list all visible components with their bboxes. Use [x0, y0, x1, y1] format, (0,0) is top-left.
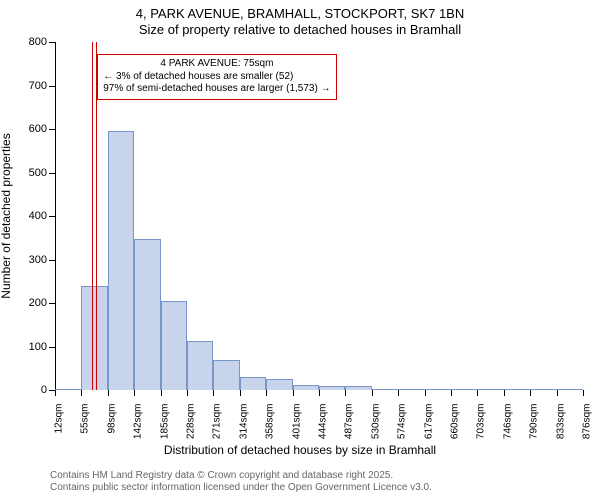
x-tick — [108, 390, 109, 396]
x-tick — [81, 390, 82, 396]
x-tick-label: 746sqm — [502, 404, 513, 440]
x-tick — [557, 390, 558, 396]
y-tick — [49, 260, 55, 261]
x-tick — [451, 390, 452, 396]
histogram-bar — [477, 389, 503, 390]
histogram-bar — [240, 377, 266, 390]
x-tick — [134, 390, 135, 396]
x-tick-label: 530sqm — [370, 404, 381, 440]
x-tick-label: 444sqm — [318, 404, 329, 440]
y-tick-label: 0 — [41, 384, 47, 396]
x-tick-label: 833sqm — [555, 404, 566, 440]
y-axis-line — [55, 42, 56, 390]
histogram-bar — [81, 286, 107, 390]
x-tick-label: 358sqm — [265, 404, 276, 440]
x-axis-title: Distribution of detached houses by size … — [0, 443, 600, 457]
y-tick-label: 800 — [29, 36, 47, 48]
x-tick — [583, 390, 584, 396]
x-tick — [477, 390, 478, 396]
x-tick-label: 876sqm — [582, 404, 593, 440]
histogram-bar — [557, 389, 583, 390]
x-tick — [425, 390, 426, 396]
histogram-bar — [187, 341, 213, 390]
x-tick — [55, 390, 56, 396]
plot-area: 010020030040050060070080012sqm55sqm98sqm… — [55, 42, 583, 390]
x-tick — [345, 390, 346, 396]
x-tick — [187, 390, 188, 396]
y-tick — [49, 86, 55, 87]
x-tick-label: 617sqm — [423, 404, 434, 440]
histogram-bar — [266, 379, 292, 390]
annotation-line: 97% of semi-detached houses are larger (… — [103, 83, 330, 96]
x-tick — [319, 390, 320, 396]
histogram-bar — [504, 389, 530, 390]
y-tick — [49, 216, 55, 217]
x-tick — [398, 390, 399, 396]
histogram-bar — [319, 386, 345, 390]
y-tick — [49, 42, 55, 43]
y-tick-label: 500 — [29, 167, 47, 179]
y-tick-label: 300 — [29, 254, 47, 266]
y-tick — [49, 173, 55, 174]
chart-container: 4, PARK AVENUE, BRAMHALL, STOCKPORT, SK7… — [0, 0, 600, 500]
chart-title-line2: Size of property relative to detached ho… — [0, 22, 600, 37]
x-tick — [293, 390, 294, 396]
histogram-bar — [161, 301, 187, 390]
x-tick — [161, 390, 162, 396]
x-tick-label: 12sqm — [54, 404, 65, 434]
reference-line-1 — [92, 42, 93, 390]
annotation-box: 4 PARK AVENUE: 75sqm← 3% of detached hou… — [97, 54, 336, 100]
x-tick — [266, 390, 267, 396]
histogram-bar — [134, 239, 160, 390]
histogram-bar — [345, 386, 371, 390]
histogram-bar — [293, 385, 319, 390]
histogram-bar — [213, 360, 239, 390]
y-tick — [49, 129, 55, 130]
x-tick-label: 401sqm — [291, 404, 302, 440]
annotation-line: 4 PARK AVENUE: 75sqm — [103, 58, 330, 71]
x-tick — [240, 390, 241, 396]
x-tick — [530, 390, 531, 396]
x-tick-label: 98sqm — [106, 404, 117, 434]
histogram-bar — [530, 389, 556, 390]
attribution-footer: Contains HM Land Registry data © Crown c… — [50, 470, 432, 494]
y-tick-label: 200 — [29, 297, 47, 309]
x-tick-label: 55sqm — [80, 404, 91, 434]
x-tick — [213, 390, 214, 396]
x-tick-label: 487sqm — [344, 404, 355, 440]
x-tick-label: 228sqm — [186, 404, 197, 440]
y-tick-label: 400 — [29, 210, 47, 222]
footer-line2: Contains public sector information licen… — [50, 482, 432, 494]
y-axis-title: Number of detached properties — [0, 133, 13, 298]
histogram-bar — [108, 131, 134, 390]
x-tick-label: 660sqm — [450, 404, 461, 440]
histogram-bar — [55, 389, 81, 390]
y-tick — [49, 347, 55, 348]
x-tick — [372, 390, 373, 396]
x-tick-label: 574sqm — [397, 404, 408, 440]
x-tick — [504, 390, 505, 396]
y-tick-label: 100 — [29, 341, 47, 353]
y-tick-label: 600 — [29, 123, 47, 135]
histogram-bar — [372, 389, 398, 390]
chart-title-line1: 4, PARK AVENUE, BRAMHALL, STOCKPORT, SK7… — [0, 6, 600, 21]
x-tick-label: 185sqm — [159, 404, 170, 440]
y-tick-label: 700 — [29, 80, 47, 92]
x-tick-label: 142sqm — [133, 404, 144, 440]
histogram-bar — [425, 389, 451, 390]
footer-line1: Contains HM Land Registry data © Crown c… — [50, 470, 432, 482]
histogram-bar — [398, 389, 424, 390]
x-tick-label: 314sqm — [238, 404, 249, 440]
y-tick — [49, 303, 55, 304]
x-tick-label: 703sqm — [476, 404, 487, 440]
histogram-bar — [451, 389, 477, 390]
annotation-line: ← 3% of detached houses are smaller (52) — [103, 71, 330, 84]
x-tick-label: 271sqm — [212, 404, 223, 440]
x-tick-label: 790sqm — [529, 404, 540, 440]
